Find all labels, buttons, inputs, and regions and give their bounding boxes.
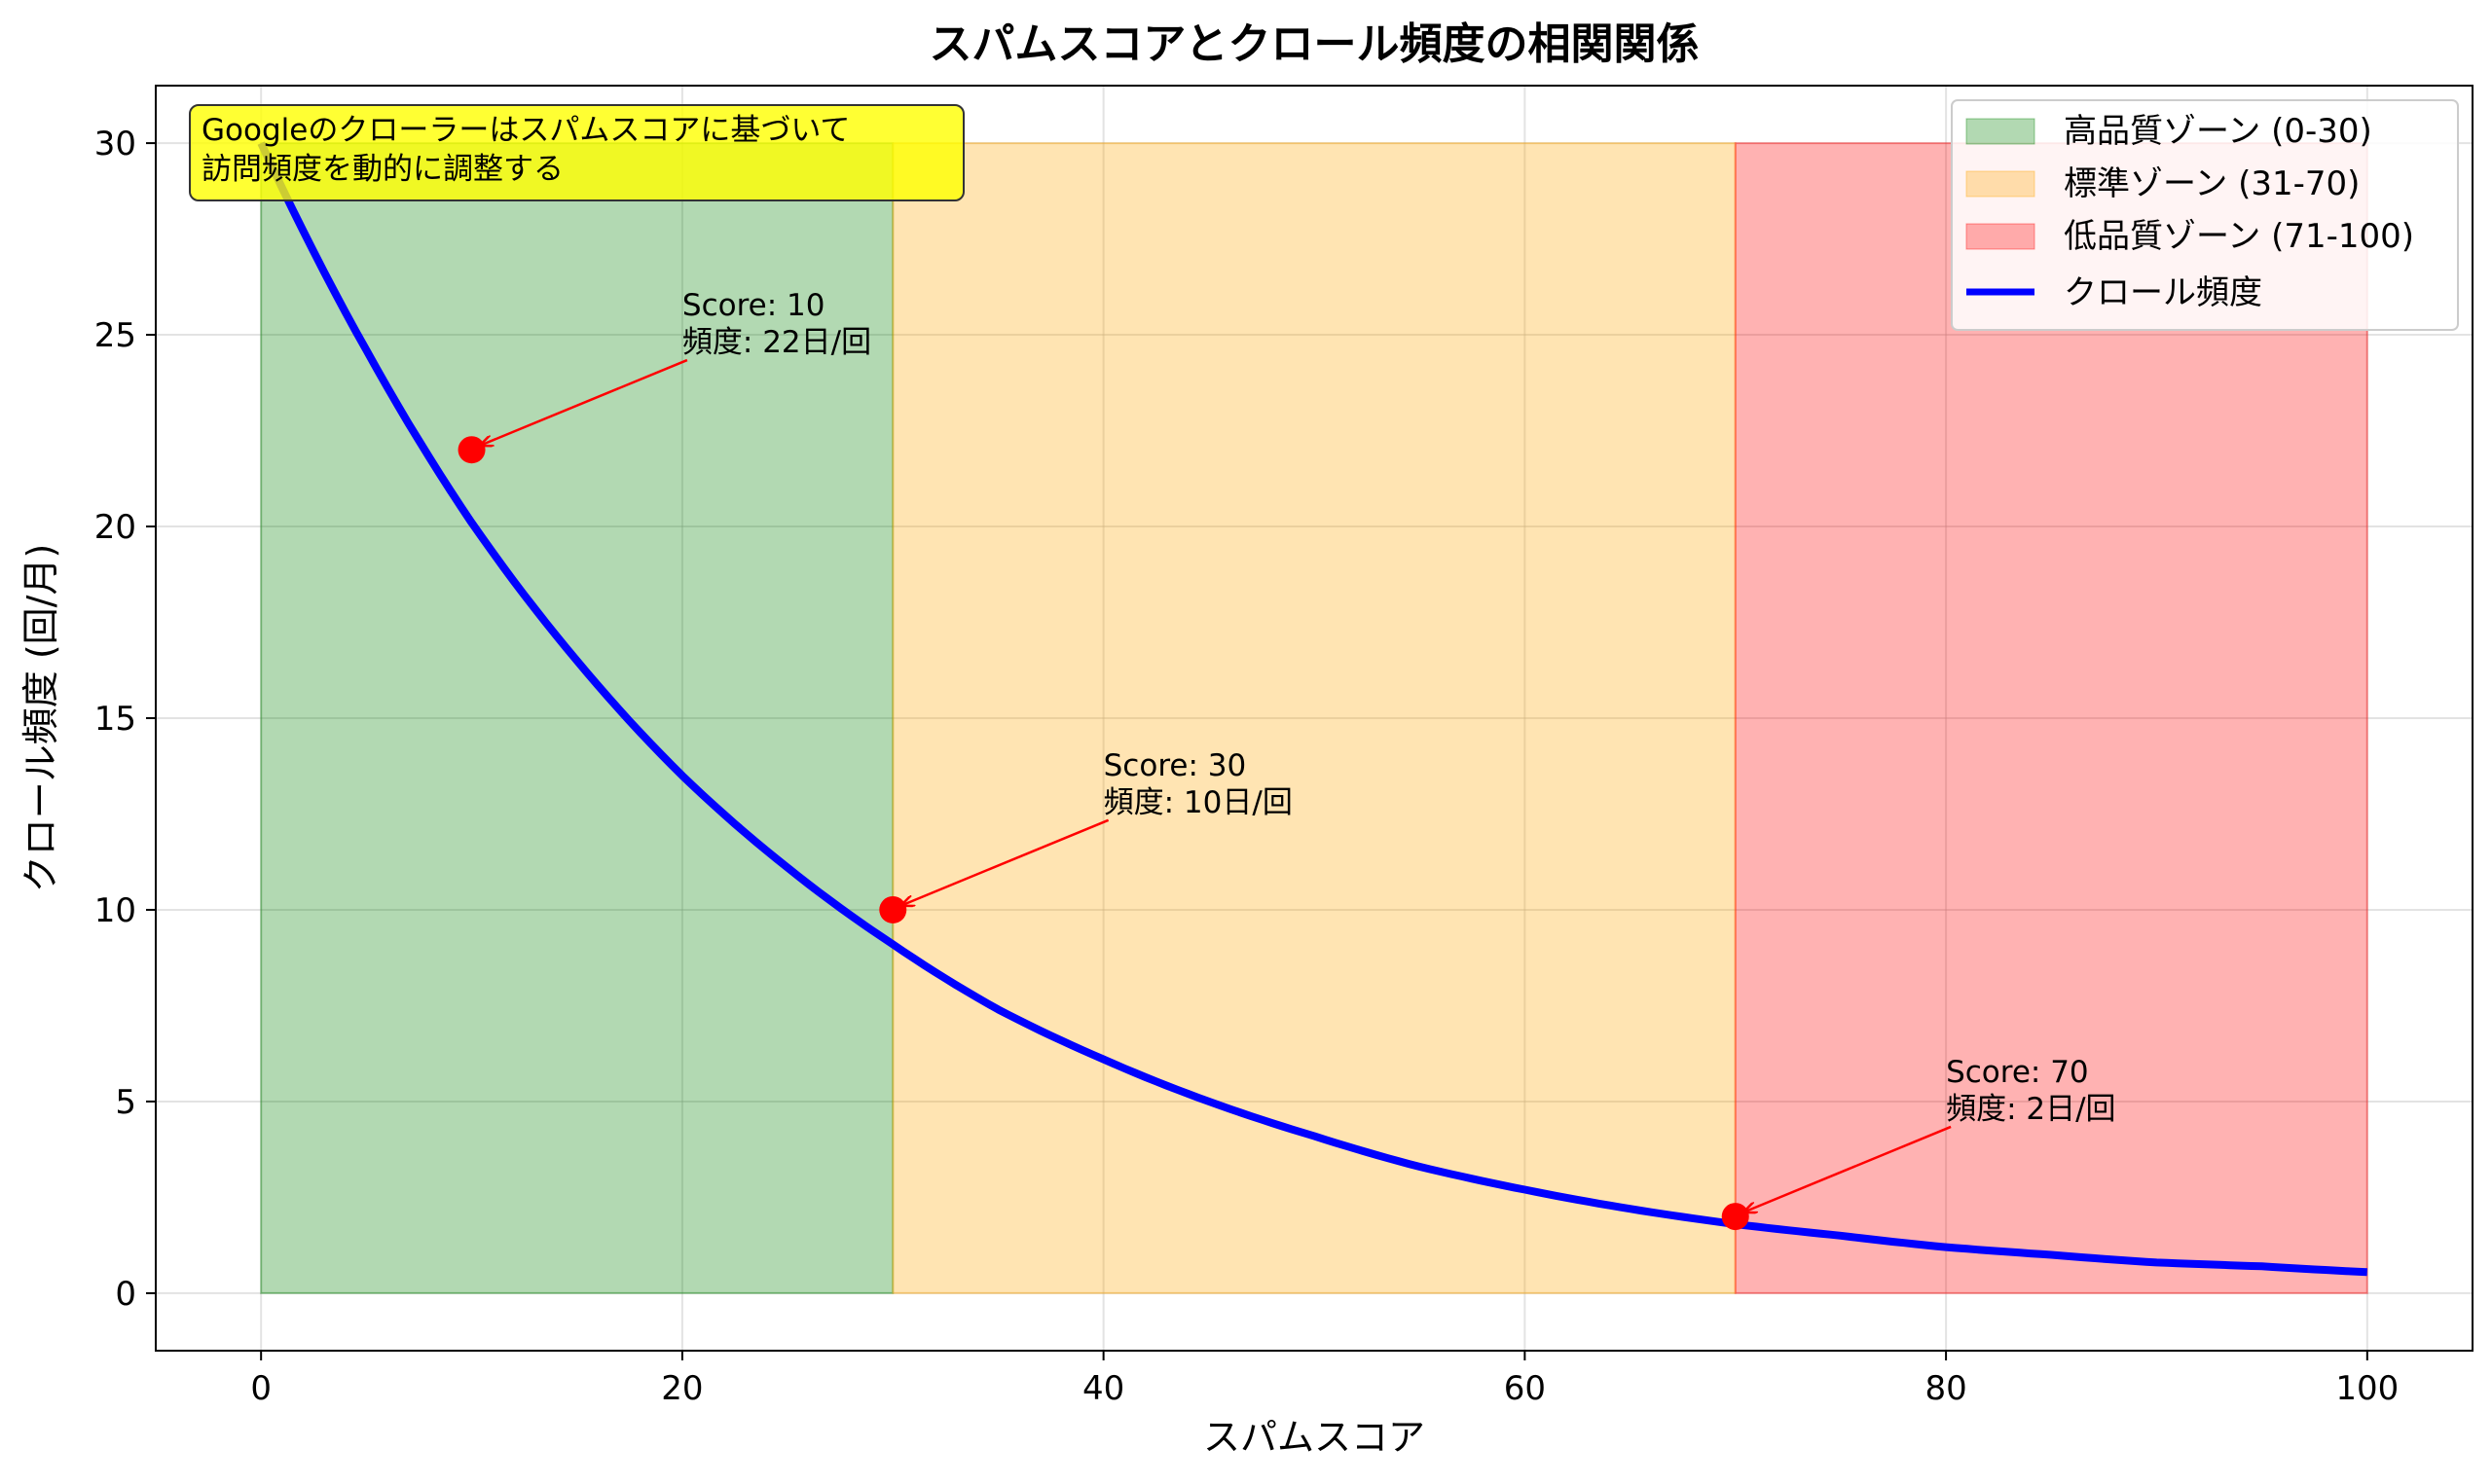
y-axis-title: クロール頻度 (回/月) — [19, 544, 62, 893]
y-tick-label: 20 — [94, 508, 136, 547]
legend-swatch-high-quality — [1965, 118, 2035, 145]
note-background — [189, 104, 965, 201]
y-tick-label: 10 — [94, 891, 136, 930]
legend-swatch-low-quality — [1965, 223, 2035, 250]
annotation-score-1: Score: 30 — [1104, 748, 1247, 783]
data-point-2 — [1721, 1203, 1749, 1231]
zone-1 — [892, 142, 1737, 1294]
x-tick-label: 100 — [2335, 1369, 2399, 1408]
x-tick-label: 20 — [661, 1369, 703, 1408]
y-tick-label: 30 — [94, 125, 136, 163]
note-line-2: 訪問頻度を動的に調整する — [202, 152, 564, 187]
legend-swatch-standard — [1965, 170, 2035, 198]
annotation-arrow-2 — [1745, 1125, 1952, 1212]
annotation-score-2: Score: 70 — [1946, 1055, 2089, 1090]
x-tick-label: 0 — [250, 1369, 272, 1408]
annotation-frequency-1: 頻度: 10日/回 — [1104, 785, 1293, 820]
legend-frame — [1951, 99, 2459, 331]
y-tick-label: 25 — [94, 316, 136, 355]
annotation-arrow-1 — [902, 818, 1110, 905]
x-tick-label: 40 — [1082, 1369, 1124, 1408]
data-point-1 — [879, 895, 907, 923]
x-tick-label: 60 — [1504, 1369, 1546, 1408]
x-tick-label: 80 — [1924, 1369, 1966, 1408]
x-ticks: 0 20 40 60 80 100 — [250, 1351, 2399, 1408]
y-tick-label: 0 — [115, 1275, 136, 1314]
series — [257, 141, 2367, 1277]
zone-0 — [260, 142, 895, 1294]
x-axis-title: スパムスコア — [1203, 1416, 1425, 1459]
legend-label-crawl-frequency: クロール頻度 — [2064, 273, 2262, 312]
y-tick-label: 15 — [94, 700, 136, 739]
note-box: Googleのクローラーはスパムスコアに基づいて 訪問頻度を動的に調整する — [189, 104, 965, 201]
grid — [156, 86, 2473, 1351]
note-line-1: Googleのクローラーはスパムスコアに基づいて — [202, 113, 850, 148]
annotation-score-0: Score: 10 — [682, 288, 825, 323]
chart-title: スパムスコアとクロール頻度の相関関係 — [929, 19, 1699, 69]
legend-label-low-quality: 低品質ゾーン (71-100) — [2064, 217, 2414, 256]
annotation-frequency-2: 頻度: 2日/回 — [1946, 1092, 2115, 1127]
annotation-arrow-0 — [482, 358, 688, 445]
annotation-frequency-0: 頻度: 22日/回 — [682, 325, 871, 360]
legend-label-high-quality: 高品質ゾーン (0-30) — [2064, 112, 2372, 151]
y-ticks: 0 5 10 15 20 25 30 — [94, 125, 156, 1314]
data-point-0 — [458, 436, 486, 464]
series-line-0 — [257, 141, 2367, 1277]
zone-2 — [1734, 142, 2368, 1294]
legend: 高品質ゾーン (0-30) 標準ゾーン (31-70) 低品質ゾーン (71-1… — [1951, 99, 2459, 331]
y-tick-label: 5 — [115, 1083, 136, 1122]
zones — [260, 142, 2368, 1294]
legend-label-standard: 標準ゾーン (31-70) — [2064, 164, 2360, 203]
